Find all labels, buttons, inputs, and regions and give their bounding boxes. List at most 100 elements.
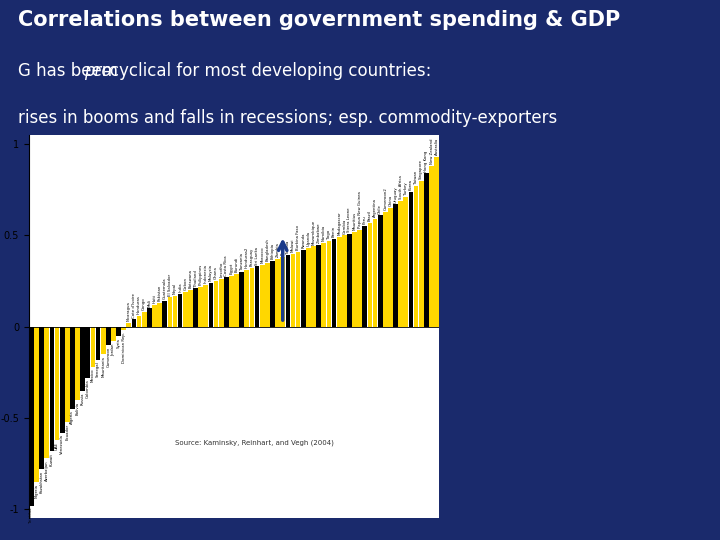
Bar [86, 327, 90, 378]
Bar [362, 226, 367, 327]
Text: Lesotho: Lesotho [219, 262, 223, 278]
Bar [245, 270, 249, 327]
Text: Hong Kong: Hong Kong [424, 150, 428, 172]
Text: Dominican Rep.: Dominican Rep. [122, 332, 126, 363]
Text: Ghana: Ghana [214, 266, 218, 279]
Bar [260, 265, 264, 327]
Bar [127, 323, 131, 327]
Text: Colombia: Colombia [86, 380, 90, 399]
Text: Pakistan: Pakistan [158, 285, 161, 301]
Bar [311, 246, 316, 327]
Text: Cameroon: Cameroon [107, 347, 110, 367]
Bar [229, 275, 234, 327]
Bar [270, 261, 275, 327]
Text: China: China [389, 195, 392, 206]
Text: Ethiopia: Ethiopia [271, 243, 274, 259]
Text: Cameroon2: Cameroon2 [383, 187, 387, 210]
Bar [332, 239, 336, 327]
Text: -cyclical for most developing countries:: -cyclical for most developing countries: [104, 62, 431, 80]
Text: Azerbaijan: Azerbaijan [45, 460, 49, 481]
Bar [116, 327, 121, 336]
Text: Panama: Panama [281, 240, 284, 255]
Text: Paraguay: Paraguay [250, 248, 254, 266]
Bar [316, 245, 321, 327]
Text: Taiwan: Taiwan [414, 171, 418, 184]
Bar [96, 327, 100, 360]
Bar [106, 327, 111, 345]
Bar [219, 279, 223, 327]
Text: E.g.,  in Mauritius, sugar booms of 1830s, 1919-
20, & 1973-74 produced Dutch Di: E.g., in Mauritius, sugar booms of 1830s… [457, 204, 720, 259]
Bar [398, 201, 403, 327]
Text: Togo: Togo [327, 230, 331, 239]
Bar [239, 272, 244, 327]
Text: UAE: UAE [55, 442, 59, 450]
Text: Nepal: Nepal [173, 282, 177, 294]
Text: Cote d'Ivoire: Cote d'Ivoire [132, 293, 136, 318]
Text: Uruguay: Uruguay [394, 186, 397, 202]
Text: Haiti: Haiti [153, 294, 156, 303]
Bar [178, 294, 182, 327]
Bar [403, 197, 408, 327]
Text: Gambia: Gambia [342, 218, 346, 234]
Text: Russia: Russia [81, 393, 85, 405]
Bar [101, 327, 106, 354]
Text: Namibia: Namibia [322, 225, 325, 241]
Bar [327, 241, 331, 327]
Bar [234, 274, 239, 327]
Bar [193, 288, 198, 327]
Text: Malaysia: Malaysia [209, 264, 213, 281]
Bar [81, 327, 85, 390]
Bar [152, 305, 157, 327]
Text: Mozambique: Mozambique [312, 219, 315, 245]
Text: Nicaragua: Nicaragua [127, 301, 131, 321]
Bar [132, 319, 136, 327]
Text: Indonesia: Indonesia [204, 264, 208, 283]
Bar [137, 316, 141, 327]
Bar [50, 327, 54, 451]
Bar [373, 219, 377, 327]
Bar [204, 285, 208, 327]
Text: Nigeria: Nigeria [35, 484, 38, 498]
Text: Mauritius: Mauritius [353, 212, 356, 230]
Text: Burkina Faso: Burkina Faso [296, 225, 300, 250]
Bar [434, 157, 439, 327]
Text: Deficits, inflation, real appreciation.: Deficits, inflation, real appreciation. [533, 434, 720, 444]
Bar [91, 327, 95, 367]
Text: Venezuela: Venezuela [60, 434, 64, 455]
Text: Zambia: Zambia [276, 242, 279, 258]
Text: Mauritania: Mauritania [102, 356, 105, 377]
Bar [45, 327, 49, 458]
Text: Papua New Guinea: Papua New Guinea [358, 191, 361, 228]
Bar [147, 308, 152, 327]
Bar [378, 215, 382, 327]
Bar [65, 327, 70, 422]
Bar [275, 259, 280, 327]
Bar [168, 298, 172, 327]
Bar [188, 290, 193, 327]
Text: Gabon: Gabon [184, 277, 187, 290]
Text: Madagascar: Madagascar [337, 212, 341, 235]
Text: Rwanda: Rwanda [301, 233, 305, 248]
Text: Senegal: Senegal [96, 361, 100, 377]
Text: Kazakhstan: Kazakhstan [40, 471, 44, 493]
Bar [29, 327, 34, 505]
Text: Guatemala: Guatemala [163, 278, 167, 299]
Bar [429, 166, 434, 327]
Text: Trinidad: Trinidad [30, 508, 33, 523]
Text: Honduras: Honduras [137, 295, 141, 314]
Bar [163, 301, 167, 327]
Text: pro: pro [84, 62, 112, 80]
Bar [424, 173, 428, 327]
Bar [280, 258, 285, 327]
Text: Algeria: Algeria [71, 411, 74, 424]
Bar [296, 252, 300, 327]
Text: Costa Rica: Costa Rica [225, 255, 228, 275]
Bar [306, 248, 311, 327]
Bar [265, 263, 270, 327]
Bar [342, 235, 346, 327]
Text: Brazil: Brazil [368, 210, 372, 221]
Text: Burundi: Burundi [235, 256, 238, 272]
Text: Singapore: Singapore [419, 159, 423, 179]
Bar [301, 250, 305, 327]
Text: India: India [178, 282, 182, 292]
